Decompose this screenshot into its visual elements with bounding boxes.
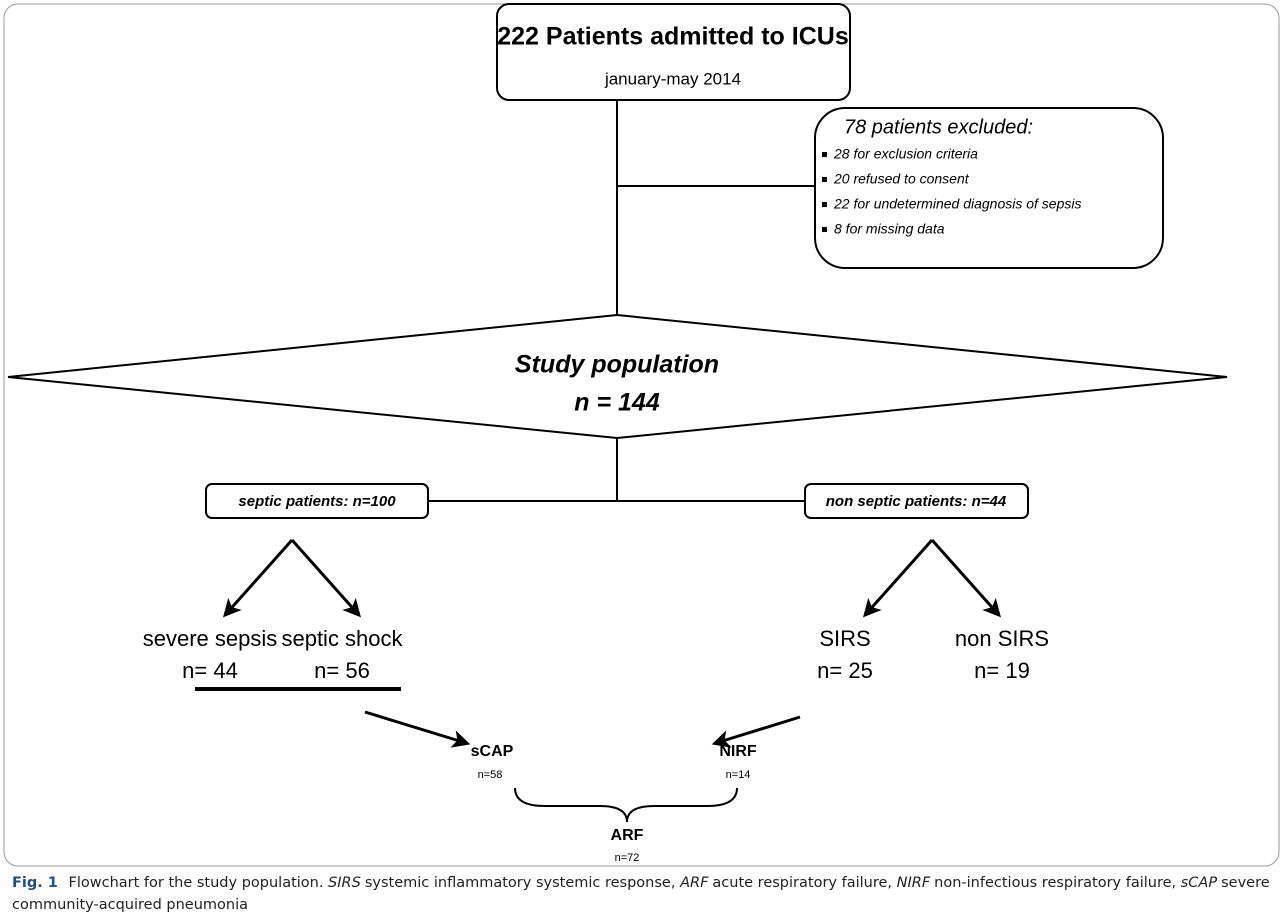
outcome-label: NIRF	[719, 743, 757, 760]
caption-definition: non-infectious respiratory failure,	[934, 875, 1177, 891]
caption-definition: severe community-acquired pneumonia	[12, 875, 1270, 913]
arrow	[223, 539, 294, 618]
caption-term: SIRS	[328, 875, 361, 891]
arrow	[930, 539, 1001, 618]
bullet	[822, 227, 827, 232]
bullet	[822, 202, 827, 207]
subgroup-count: n= 56	[314, 658, 370, 683]
arrow	[364, 710, 471, 748]
subgroup-label: non SIRS	[955, 626, 1049, 651]
caption-term: sCAP	[1180, 875, 1218, 891]
bullet	[822, 152, 827, 157]
caption-text: Flowchart for the study population.	[68, 875, 324, 891]
group-box	[804, 483, 1029, 519]
population-diamond	[7, 313, 1228, 440]
caption: Fig. 1 Flowchart for the study populatio…	[12, 872, 1274, 916]
exclusion-item: 20 refused to consent	[833, 171, 970, 187]
header-box	[496, 3, 851, 101]
exclusion-title: 78 patients excluded:	[844, 116, 1033, 138]
caption-label: Fig. 1	[12, 875, 58, 891]
outcome-count: n=58	[478, 769, 503, 781]
outcome-label: sCAP	[471, 743, 514, 760]
total-label: ARF	[611, 827, 644, 844]
group-box	[205, 483, 429, 519]
caption-term: ARF	[680, 875, 709, 891]
arrow	[863, 539, 934, 618]
subgroup-label: septic shock	[281, 626, 403, 651]
brace	[514, 787, 738, 823]
total-count: n=72	[615, 852, 640, 864]
exclusion-item: 8 for missing data	[834, 221, 945, 237]
subgroup-count: n= 25	[817, 658, 873, 683]
bullet	[822, 177, 827, 182]
exclusion-list: 28 for exclusion criteria 20 refused to c…	[822, 146, 1081, 237]
subgroup-count: n= 19	[974, 658, 1030, 683]
outcome-count: n=14	[726, 769, 751, 781]
caption-term: NIRF	[896, 875, 931, 891]
arrow	[290, 539, 361, 618]
group-label: septic patients: n=100	[238, 493, 396, 510]
subgroup-count: n= 44	[182, 658, 238, 683]
arrow	[711, 715, 801, 748]
group-label: non septic patients: n=44	[826, 493, 1007, 510]
exclusion-item: 28 for exclusion criteria	[833, 146, 978, 162]
population-count: n = 144	[574, 389, 660, 417]
caption-terms: SIRS systemic inflammatory systemic respo…	[12, 875, 1270, 913]
subgroup-label: SIRS	[819, 626, 870, 651]
exclusion-item: 22 for undetermined diagnosis of sepsis	[833, 196, 1081, 212]
subgroup-label: severe sepsis	[143, 626, 278, 651]
exclusion-box	[814, 107, 1164, 269]
caption-definition: systemic inflammatory systemic response,	[364, 875, 676, 891]
header-title: 222 Patients admitted to ICUs	[497, 23, 848, 51]
population-title: Study population	[515, 351, 719, 379]
caption-definition: acute respiratory failure,	[712, 875, 893, 891]
header-subtitle: january-may 2014	[604, 69, 741, 88]
